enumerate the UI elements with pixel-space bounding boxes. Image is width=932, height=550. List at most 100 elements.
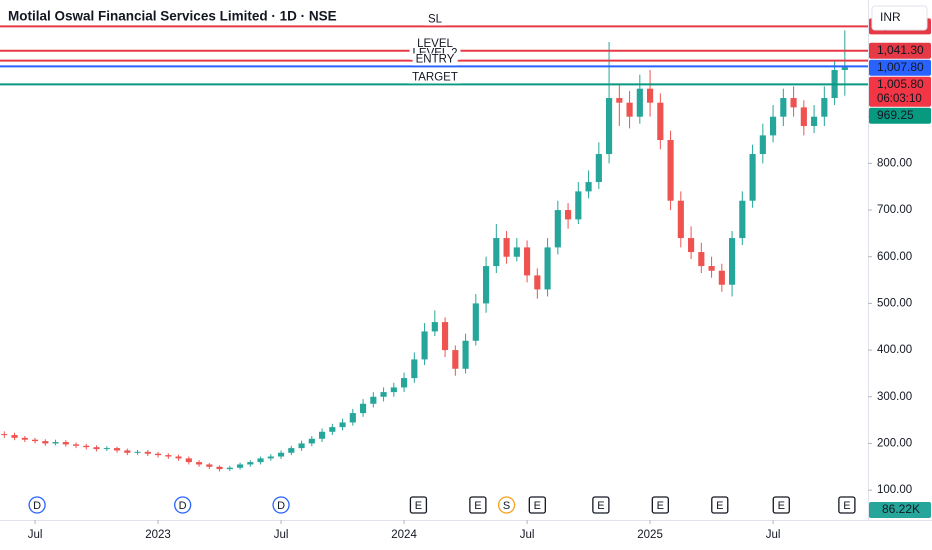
candle-body	[503, 238, 510, 257]
levels: SLLEVELLEVEL 2ENTRYTARGET	[0, 13, 868, 86]
event-marker[interactable]	[272, 496, 290, 514]
candle-body	[493, 238, 500, 267]
candle-body	[52, 442, 59, 444]
y-tick-label: 500.00	[877, 297, 912, 309]
candle-body	[113, 448, 121, 451]
candle-body	[482, 266, 490, 304]
candle-body	[688, 238, 695, 253]
level-name-bg	[414, 37, 457, 50]
candle-body	[811, 116, 818, 127]
countdown: 06:03:10	[877, 93, 922, 105]
event-marker[interactable]	[497, 496, 516, 514]
event-marker[interactable]	[528, 496, 546, 514]
price-tag-label: 1,007.80	[877, 60, 924, 74]
candle-body	[513, 247, 520, 257]
x-tick-label: 2025	[637, 529, 663, 541]
candle-body	[154, 453, 162, 456]
candle-body	[277, 452, 285, 457]
candle-body	[677, 200, 684, 239]
candle-body	[800, 107, 807, 127]
candle-body	[841, 67, 848, 71]
currency-box[interactable]	[871, 5, 928, 31]
volume-tag	[869, 502, 931, 518]
price-tag	[869, 76, 931, 107]
y-tick-label: 300.00	[877, 391, 912, 403]
event-label[interactable]: D	[33, 500, 41, 512]
candle-body	[257, 458, 264, 463]
level-name-bg	[424, 13, 446, 26]
candle-body	[267, 456, 274, 459]
candle-body	[216, 466, 223, 470]
candle-body	[421, 331, 428, 360]
event-label[interactable]: E	[778, 500, 785, 512]
candle-body	[636, 88, 643, 117]
event-marker[interactable]	[28, 496, 46, 514]
candle-body	[124, 450, 131, 453]
level-name-bg	[409, 71, 461, 84]
candles	[1, 30, 848, 472]
candle-body	[21, 437, 28, 440]
candle-body	[770, 116, 777, 136]
event-label[interactable]: E	[597, 500, 604, 512]
chart-title: Motilal Oswal Financial Services Limited…	[8, 9, 337, 24]
candle-body	[729, 238, 736, 285]
candle-body	[667, 140, 674, 201]
candle-body	[226, 467, 233, 470]
candle-body	[523, 247, 531, 276]
event-marker[interactable]	[651, 496, 669, 514]
level-name: LEVEL	[417, 38, 453, 50]
level-name-bg	[412, 53, 458, 66]
candle-body	[349, 413, 356, 423]
candle-body	[185, 458, 192, 463]
event-label[interactable]: E	[474, 500, 481, 512]
level-name: TARGET	[412, 71, 458, 83]
candle-body	[544, 247, 551, 290]
event-marker[interactable]	[838, 496, 856, 514]
currency[interactable]: INR	[880, 10, 901, 24]
event-label[interactable]: D	[277, 500, 285, 512]
candle-body	[1, 434, 8, 436]
y-tick-label: 100.00	[877, 484, 912, 496]
candle-body	[288, 448, 295, 453]
candle-body	[749, 154, 756, 201]
candle-body	[42, 441, 49, 444]
candle-body	[83, 445, 90, 448]
event-label[interactable]: E	[843, 500, 850, 512]
event-label[interactable]: S	[503, 500, 510, 512]
candle-body	[11, 435, 18, 438]
event-label[interactable]: D	[179, 500, 187, 512]
event-marker[interactable]	[772, 496, 790, 514]
event-label[interactable]: E	[415, 500, 422, 512]
price-tag	[869, 42, 931, 59]
level-name: ENTRY	[416, 53, 455, 65]
y-tick-label: 200.00	[877, 437, 912, 449]
event-label[interactable]: E	[534, 500, 541, 512]
candle-body	[247, 462, 254, 465]
candle-body	[647, 88, 654, 103]
candle-body	[308, 438, 315, 444]
event-marker[interactable]	[174, 496, 192, 514]
candle-body	[72, 444, 80, 446]
candle-body	[821, 98, 828, 117]
candle-body	[759, 135, 766, 155]
x-tick-label: Jul	[520, 529, 535, 541]
candle-body	[318, 431, 326, 439]
price-tag-label: 1,005.80	[877, 77, 924, 91]
candle-body	[462, 340, 469, 369]
candle-body	[175, 456, 182, 459]
candle-body	[93, 447, 100, 450]
candle-body	[165, 455, 172, 457]
event-label[interactable]: E	[657, 500, 664, 512]
event-label[interactable]: E	[716, 500, 723, 512]
candle-body	[790, 98, 797, 108]
candle-body	[739, 200, 746, 239]
candle-body	[554, 210, 561, 248]
candle-body	[206, 464, 213, 467]
event-marker[interactable]	[409, 496, 428, 514]
candle-body	[616, 98, 623, 103]
event-marker[interactable]	[592, 496, 610, 514]
event-marker[interactable]	[469, 496, 487, 514]
event-marker[interactable]	[711, 496, 729, 514]
candle-body	[144, 451, 151, 454]
candle-body	[626, 102, 633, 117]
